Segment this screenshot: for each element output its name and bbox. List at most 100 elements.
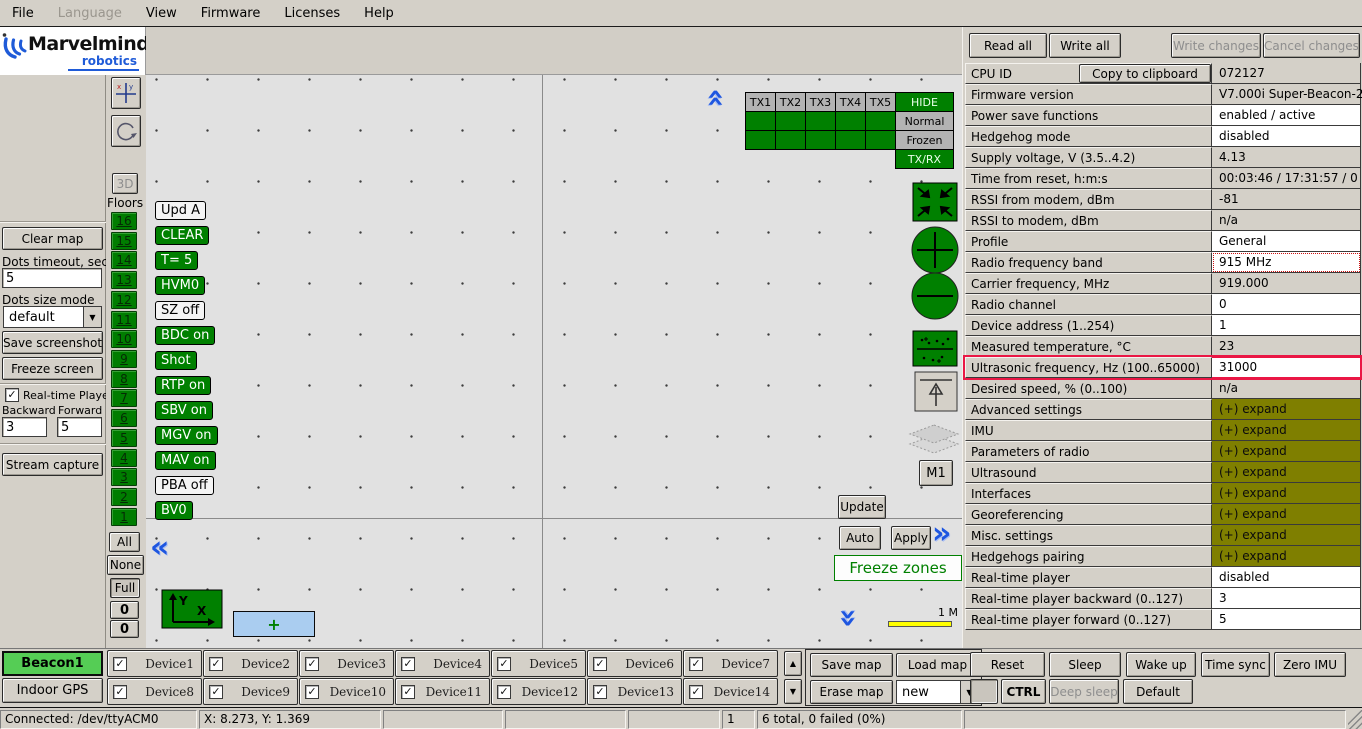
param-value[interactable]: (+) expand — [1212, 420, 1361, 441]
device-checkbox[interactable]: ✓ — [497, 656, 511, 671]
param-value[interactable]: 1 — [1212, 315, 1361, 336]
tx-state-cell[interactable] — [805, 130, 836, 150]
param-value[interactable]: 919.000 — [1212, 273, 1361, 294]
tx-state-cell[interactable] — [805, 111, 836, 131]
floor-button-10[interactable]: 10 — [111, 330, 137, 349]
param-value[interactable]: (+) expand — [1212, 504, 1361, 525]
device-cell-device4[interactable]: ✓ Device4 — [395, 650, 490, 677]
tx-header-tx2[interactable]: TX2 — [775, 92, 806, 112]
param-value[interactable]: (+) expand — [1212, 483, 1361, 504]
floor-button-16[interactable]: 16 — [111, 212, 137, 230]
device-checkbox[interactable]: ✓ — [593, 684, 607, 699]
dots-timeout-input[interactable] — [2, 268, 102, 288]
map-select[interactable]: new ▼ — [896, 680, 979, 704]
cancel-changes-button[interactable]: Cancel changes — [1263, 33, 1360, 58]
device-checkbox[interactable]: ✓ — [401, 656, 415, 671]
param-value[interactable]: (+) expand — [1212, 399, 1361, 420]
rotate-map-button[interactable] — [111, 115, 141, 147]
cmd-upd-a[interactable]: Upd A — [155, 201, 207, 220]
tx-state-cell[interactable] — [865, 111, 896, 131]
ctrl-button[interactable]: CTRL — [1001, 679, 1046, 704]
fit-to-screen-icon[interactable] — [912, 182, 958, 222]
floor-button-13[interactable]: 13 — [111, 271, 137, 290]
freeze-screen-button[interactable]: Freeze screen — [2, 357, 103, 380]
cmd-shot[interactable]: Shot — [155, 351, 197, 370]
write-changes-button[interactable]: Write changes — [1171, 33, 1261, 58]
cmd-mav-on[interactable]: MAV on — [155, 451, 216, 470]
cmd-sbv-on[interactable]: SBV on — [155, 401, 213, 420]
realtime-player-checkbox[interactable]: ✓ — [5, 388, 19, 402]
3d-view-button[interactable]: 3D — [112, 173, 138, 194]
cmd-mgv-on[interactable]: MGV on — [155, 426, 218, 445]
save-map-button[interactable]: Save map — [810, 653, 893, 677]
param-value[interactable]: 0 — [1212, 294, 1361, 315]
device-scroll-up-button[interactable]: ▲ — [784, 651, 802, 676]
default-button[interactable]: Default — [1123, 679, 1193, 704]
param-value[interactable]: -81 — [1212, 189, 1361, 210]
chevron-up-icon[interactable]: « — [698, 88, 734, 108]
reset-button[interactable]: Reset — [970, 652, 1045, 677]
tx-state-cell[interactable] — [745, 130, 776, 150]
param-value[interactable]: 23 — [1212, 336, 1361, 357]
device-cell-device7[interactable]: ✓ Device7 — [683, 650, 778, 677]
device-cell-device11[interactable]: ✓ Device11 — [395, 678, 490, 705]
floor-button-4[interactable]: 4 — [111, 448, 137, 467]
device-cell-device3[interactable]: ✓ Device3 — [299, 650, 394, 677]
load-map-button[interactable]: Load map — [896, 653, 979, 677]
m1-map-button[interactable]: M1 — [919, 460, 953, 486]
backward-input[interactable] — [2, 417, 47, 437]
floor-button-12[interactable]: 12 — [111, 290, 137, 309]
param-value[interactable]: 5 — [1212, 609, 1361, 630]
menu-help[interactable]: Help — [364, 5, 394, 21]
floor-button-11[interactable]: 11 — [111, 310, 137, 329]
tx-normal-button[interactable]: Normal — [895, 111, 954, 131]
freeze-zones-button[interactable]: Freeze zones — [834, 555, 962, 581]
auto-button[interactable]: Auto — [839, 526, 881, 550]
floors-none-button[interactable]: None — [107, 555, 144, 575]
stream-capture-button[interactable]: Stream capture — [2, 453, 103, 476]
ctrl-checkbox[interactable] — [970, 679, 998, 704]
apply-button[interactable]: Apply — [891, 526, 931, 550]
floor-button-1[interactable]: 1 — [111, 507, 137, 526]
menu-licenses[interactable]: Licenses — [284, 5, 341, 21]
floor-button-2[interactable]: 2 — [111, 488, 137, 507]
param-value[interactable]: disabled — [1212, 126, 1361, 147]
tx-state-cell[interactable] — [835, 130, 866, 150]
device-cell-device10[interactable]: ✓ Device10 — [299, 678, 394, 705]
param-value[interactable]: n/a — [1212, 378, 1361, 399]
upload-arrow-icon[interactable] — [914, 371, 958, 412]
cmd-hvm0[interactable]: HVM0 — [155, 276, 206, 295]
zero-imu-button[interactable]: Zero IMU — [1274, 652, 1346, 677]
device-cell-device6[interactable]: ✓ Device6 — [587, 650, 682, 677]
zoom-in-icon[interactable] — [910, 225, 960, 275]
xy-axes-button[interactable]: x y — [111, 77, 141, 109]
param-value[interactable]: 4.13 — [1212, 147, 1361, 168]
floors-full-button[interactable]: Full — [110, 578, 140, 598]
menu-language[interactable]: Language — [57, 5, 122, 21]
dots-display-icon[interactable] — [912, 330, 958, 367]
param-value[interactable]: (+) expand — [1212, 525, 1361, 546]
floor-button-15[interactable]: 15 — [111, 231, 137, 250]
tx-state-cell[interactable] — [865, 130, 896, 150]
cmd-bv0[interactable]: BV0 — [155, 501, 193, 520]
write-all-button[interactable]: Write all — [1049, 33, 1121, 58]
param-value[interactable]: 31000 — [1212, 357, 1361, 378]
deep-sleep-button[interactable]: Deep sleep — [1049, 679, 1119, 704]
tx-state-cell[interactable] — [835, 111, 866, 131]
tx-state-cell[interactable] — [775, 130, 806, 150]
device-checkbox[interactable]: ✓ — [689, 656, 703, 671]
device-cell-device12[interactable]: ✓ Device12 — [491, 678, 586, 705]
cmd-sz-off[interactable]: SZ off — [155, 301, 206, 320]
tx-header-tx5[interactable]: TX5 — [865, 92, 896, 112]
indoor-gps-tab-button[interactable]: Indoor GPS — [2, 678, 103, 703]
read-all-button[interactable]: Read all — [969, 33, 1047, 58]
dots-size-select[interactable]: default ▼ — [3, 306, 102, 328]
param-value[interactable]: enabled / active — [1212, 105, 1361, 126]
device-checkbox[interactable]: ✓ — [209, 656, 223, 671]
param-value[interactable]: V7.000i Super-Beacon-2 — [1212, 84, 1362, 105]
device-checkbox[interactable]: ✓ — [113, 684, 127, 699]
beacon-tab-button[interactable]: Beacon1 — [2, 651, 103, 676]
device-cell-device5[interactable]: ✓ Device5 — [491, 650, 586, 677]
tx-state-cell[interactable] — [745, 111, 776, 131]
param-value[interactable]: 3 — [1212, 588, 1361, 609]
